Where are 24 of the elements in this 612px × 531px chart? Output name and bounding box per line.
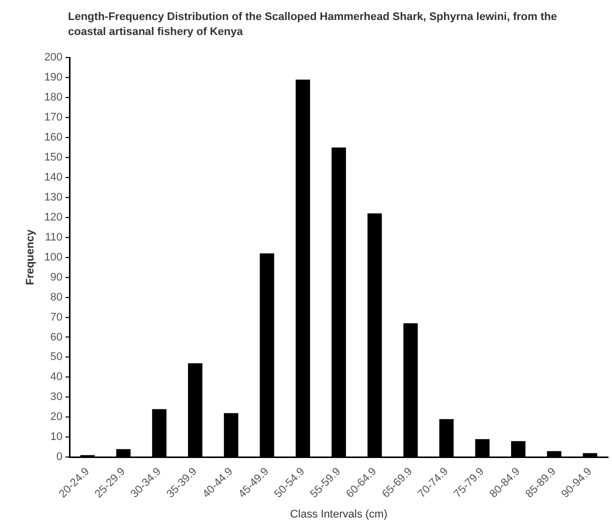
y-tick-label: 80	[50, 291, 63, 304]
chart-title: Length-Frequency Distribution of the Scalloped Hammerhead Shark, Sphyrna lewini, from the coastal artisanal fishery of Kenya	[68, 10, 558, 40]
y-tick-label: 200	[44, 52, 63, 64]
y-tick-label: 60	[50, 331, 63, 344]
y-tick-label: 120	[44, 211, 63, 224]
y-tick-label: 130	[44, 191, 63, 204]
y-tick-label: 170	[44, 112, 63, 124]
y-axis-title: Frequency	[24, 228, 37, 286]
y-tick-label: 100	[44, 251, 63, 264]
y-tick-label: 190	[44, 72, 63, 84]
y-tick-label: 50	[50, 351, 63, 364]
y-tick-label: 40	[50, 371, 63, 384]
y-tick-label: 70	[50, 311, 63, 324]
y-tick-label: 180	[44, 92, 63, 104]
y-tick-label: 10	[50, 431, 63, 444]
x-axis-title: Class Intervals (cm)	[290, 508, 388, 520]
y-tick-label: 110	[45, 231, 63, 244]
y-tick-label: 150	[44, 152, 63, 164]
y-tick-label: 30	[50, 391, 63, 404]
y-tick-label: 90	[50, 271, 63, 284]
y-tick-label: 20	[50, 411, 63, 424]
y-tick-label: 160	[44, 132, 63, 144]
y-tick-label: 0	[56, 451, 63, 464]
y-tick-label: 140	[44, 171, 63, 184]
